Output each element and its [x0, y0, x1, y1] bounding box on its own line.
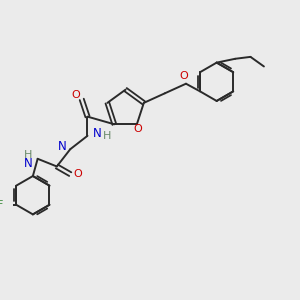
Text: H: H — [103, 131, 111, 141]
Text: N: N — [93, 128, 101, 140]
Text: O: O — [134, 124, 142, 134]
Text: F: F — [0, 200, 3, 210]
Text: O: O — [180, 71, 188, 81]
Text: N: N — [58, 140, 67, 153]
Text: O: O — [72, 90, 80, 100]
Text: H: H — [24, 150, 32, 160]
Text: N: N — [24, 157, 32, 170]
Text: O: O — [74, 169, 82, 179]
